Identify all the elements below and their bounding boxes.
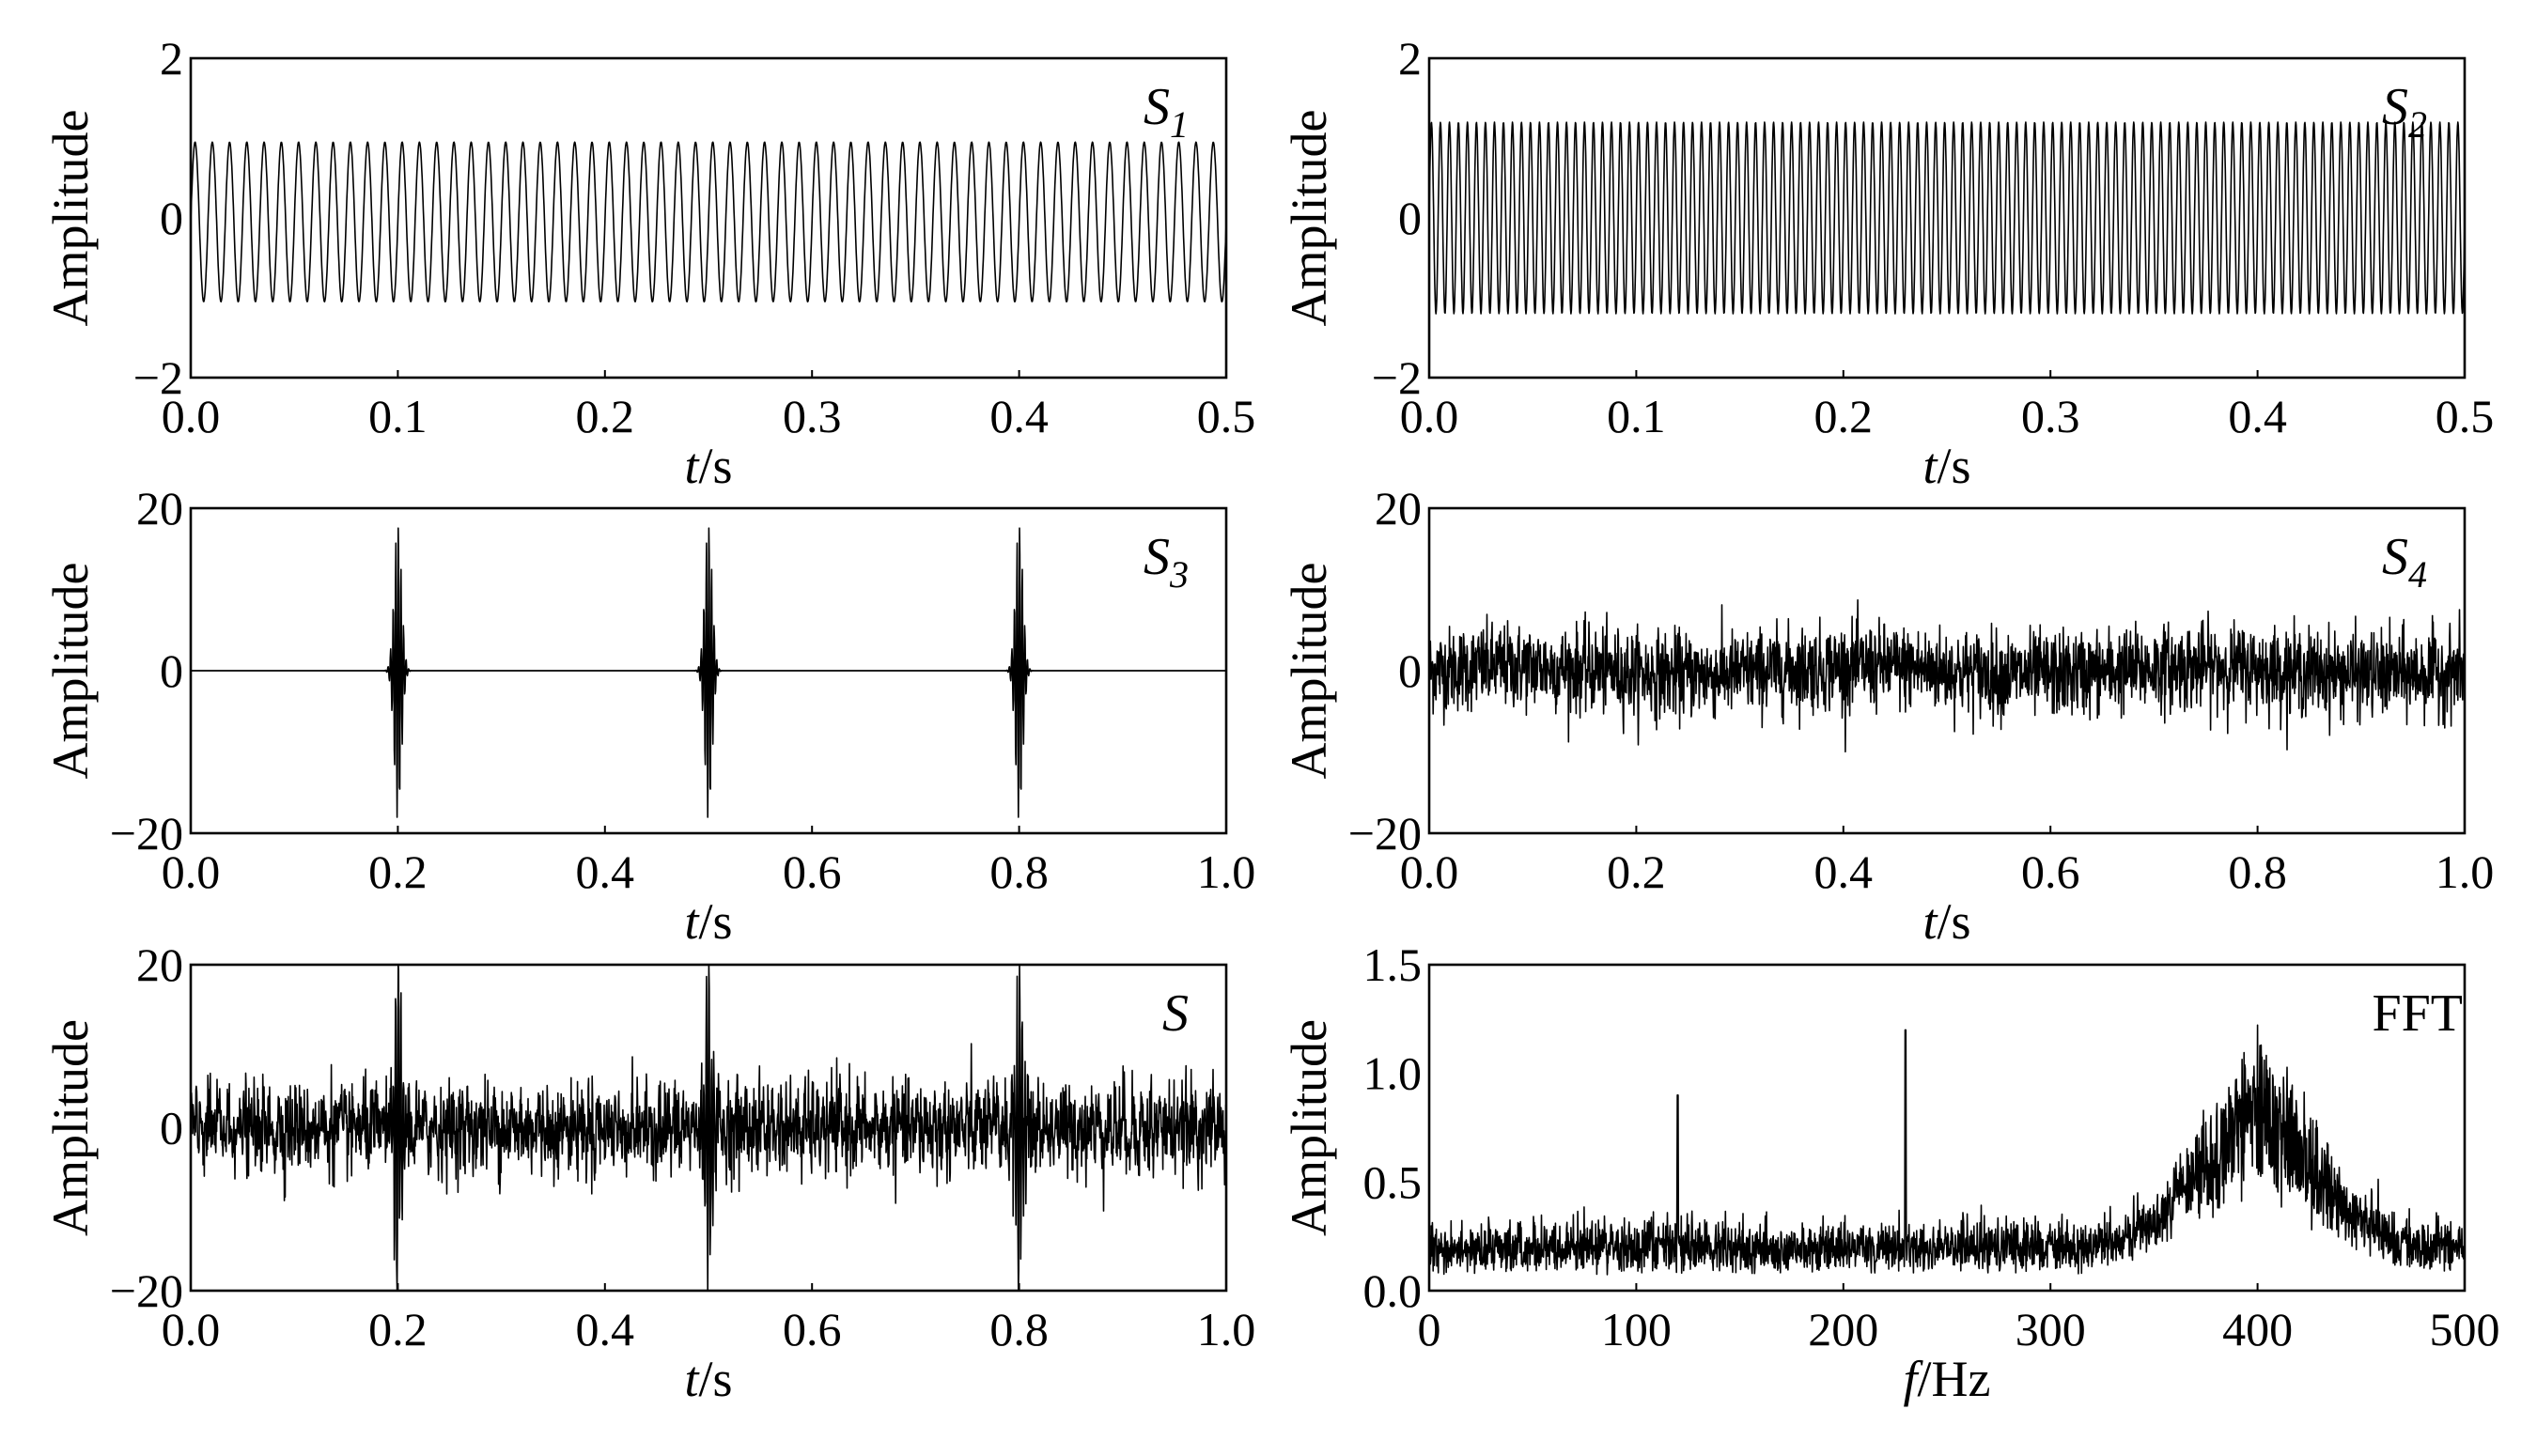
x-tick-label: 0.8 (989, 1303, 1049, 1355)
x-axis-label: t/s (684, 1351, 732, 1407)
x-tick-label: 0.4 (1814, 845, 1874, 898)
x-tick-label: 0.6 (2021, 845, 2080, 898)
x-tick-label: 400 (2222, 1303, 2293, 1355)
y-tick-label: 2 (1398, 32, 1422, 85)
y-tick-label: 0 (1398, 644, 1422, 697)
y-tick-label: 20 (1375, 482, 1422, 534)
series-line (1429, 122, 2465, 314)
x-tick-label: 0.1 (1607, 390, 1666, 442)
x-tick-label: 0.4 (989, 390, 1049, 442)
y-tick-label: 0 (160, 644, 183, 697)
y-tick-label: 20 (136, 482, 183, 534)
series-line (1429, 600, 2465, 752)
y-axis-label: Amplitude (42, 563, 99, 780)
x-tick-label: 0.3 (2021, 390, 2080, 442)
y-axis-label: Amplitude (1281, 1019, 1337, 1236)
x-tick-label: 1.0 (2436, 845, 2495, 898)
panel-label: S1 (1144, 78, 1189, 146)
x-tick-label: 1.0 (1197, 1303, 1256, 1355)
x-tick-label: 0.4 (576, 845, 635, 898)
y-tick-label: 0 (160, 1102, 183, 1154)
series-line (191, 965, 1226, 1291)
y-tick-label: 20 (136, 938, 183, 991)
x-tick-label: 100 (1601, 1303, 1672, 1355)
x-axis-label: t/s (684, 893, 732, 950)
x-tick-label: 500 (2430, 1303, 2500, 1355)
x-tick-label: 0.2 (1814, 390, 1874, 442)
y-tick-label: −2 (133, 351, 183, 404)
y-tick-label: −20 (110, 807, 183, 860)
y-tick-label: 2 (160, 32, 183, 85)
x-tick-label: 0.2 (368, 1303, 428, 1355)
y-axis-label: Amplitude (1281, 563, 1337, 780)
y-tick-label: −20 (1348, 807, 1422, 860)
x-tick-label: 0.6 (783, 845, 842, 898)
y-tick-label: 0 (160, 192, 183, 244)
x-tick-label: 0.5 (1197, 390, 1256, 442)
y-tick-label: −20 (110, 1264, 183, 1317)
x-tick-label: 200 (1808, 1303, 1878, 1355)
x-tick-label: 0.2 (576, 390, 635, 442)
x-tick-label: 0.8 (989, 845, 1049, 898)
y-tick-label: 1.5 (1363, 938, 1423, 991)
x-tick-label: 1.0 (1197, 845, 1256, 898)
series-line (191, 142, 1226, 302)
series-line (191, 528, 1226, 817)
y-axis-label: Amplitude (42, 110, 99, 327)
x-tick-label: 0.4 (576, 1303, 635, 1355)
y-axis-label: Amplitude (42, 1019, 99, 1236)
x-tick-label: 0.2 (1607, 845, 1666, 898)
x-tick-label: 300 (2016, 1303, 2086, 1355)
series-line (1429, 1025, 2465, 1275)
x-axis-label: t/s (1922, 438, 1970, 494)
panel-label: FFT (2373, 984, 2464, 1043)
x-tick-label: 0.6 (783, 1303, 842, 1355)
x-tick-label: 0.2 (368, 845, 428, 898)
panel-label: S4 (2382, 528, 2427, 596)
x-tick-label: 0.8 (2228, 845, 2287, 898)
panel-label: S (1162, 984, 1189, 1043)
panel-6: 0 100 200 300 400 5001.51.00.50.0Amplitudef/H… (1281, 938, 2500, 1407)
panel-label: S3 (1144, 528, 1189, 596)
y-axis-label: Amplitude (1281, 110, 1337, 327)
x-tick-label: 0.4 (2228, 390, 2287, 442)
x-axis-label: f/Hz (1904, 1351, 1991, 1407)
y-tick-label: 0.0 (1363, 1264, 1423, 1317)
y-tick-label: 0.5 (1363, 1155, 1423, 1208)
x-axis-label: t/s (684, 438, 732, 494)
panel-label: S2 (2382, 78, 2427, 146)
x-tick-label: 0.3 (783, 390, 842, 442)
y-tick-label: 1.0 (1363, 1047, 1423, 1100)
x-tick-label: 0.5 (2436, 390, 2495, 442)
x-tick-label: 0.1 (368, 390, 428, 442)
y-tick-label: −2 (1372, 351, 1422, 404)
y-tick-label: 0 (1398, 192, 1422, 244)
x-axis-label: t/s (1922, 893, 1970, 950)
